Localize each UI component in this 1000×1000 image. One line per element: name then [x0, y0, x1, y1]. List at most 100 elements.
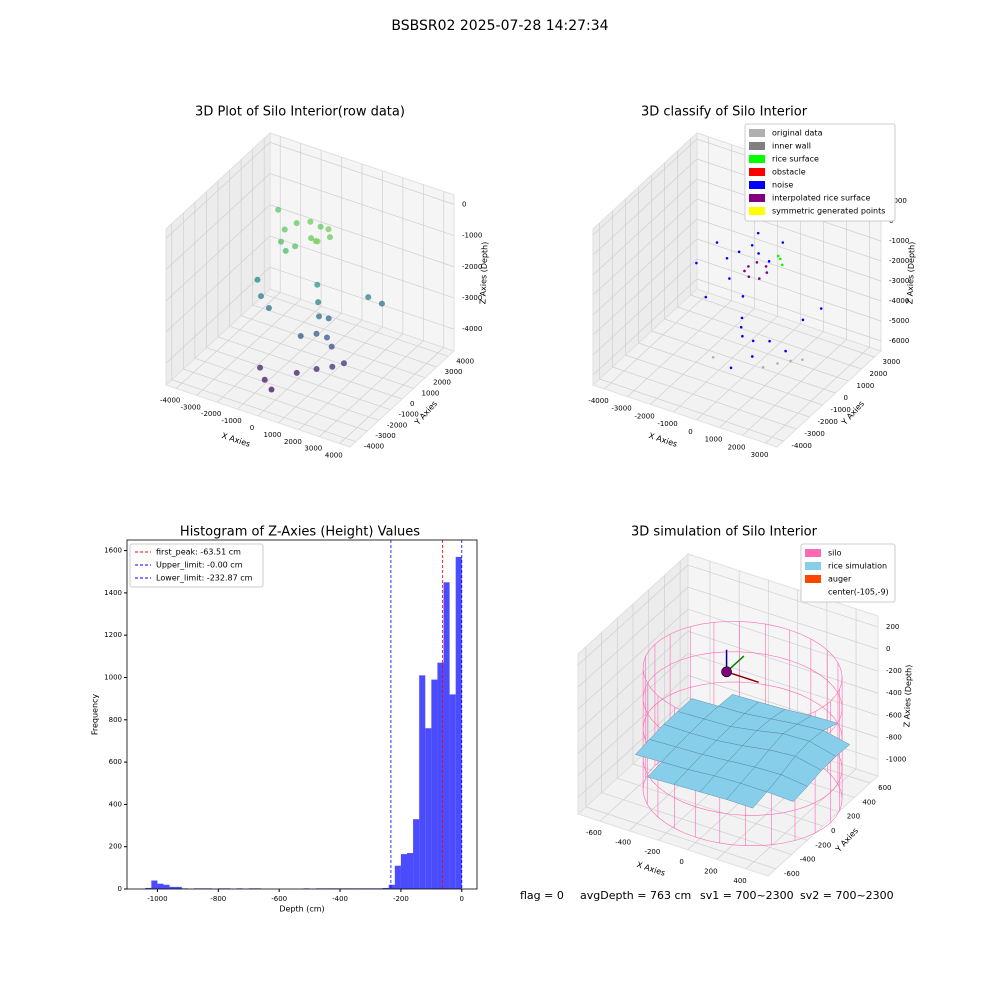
z-tick-label: -800	[886, 733, 902, 741]
bar	[455, 556, 462, 889]
grid-line	[206, 347, 391, 410]
legend-label: obstacle	[772, 168, 806, 177]
grid-line	[165, 266, 271, 364]
z-tick-label: -6000	[889, 337, 909, 345]
grid-line	[627, 300, 732, 397]
z-tick-label: -3000	[889, 277, 909, 285]
legend-swatch	[749, 194, 765, 202]
point	[340, 360, 347, 367]
point	[329, 363, 336, 370]
x-axis-label: X Axies	[636, 860, 667, 878]
bar	[400, 854, 407, 889]
x-tick-label: 1000	[705, 436, 723, 444]
bar	[419, 675, 426, 889]
grid-line	[183, 368, 368, 432]
point	[740, 316, 744, 320]
y-tick-label: -4000	[792, 442, 812, 450]
annotation: sv2 = 700~2300	[800, 889, 894, 902]
point	[789, 359, 792, 363]
y-tick-label: -600	[784, 870, 800, 878]
x-tick-label: 0	[688, 428, 692, 436]
x-tick-label: -600	[586, 829, 602, 837]
grid-line	[269, 266, 455, 330]
plot-frame	[126, 539, 478, 890]
y-tick-label: 2000	[870, 370, 888, 378]
auger-axis	[726, 671, 759, 684]
grid-line	[165, 173, 271, 270]
y-tick-label: 1000	[422, 389, 440, 397]
grid-line	[165, 204, 271, 302]
point	[741, 295, 745, 298]
y-tick-label: 0	[844, 394, 848, 402]
point	[729, 366, 733, 370]
y-tick-label: 1000	[857, 382, 875, 390]
z-tick-label: -2000	[462, 263, 482, 271]
grid-line	[687, 586, 879, 650]
grid-line	[617, 777, 808, 841]
bar	[449, 694, 456, 889]
legend-swatch	[749, 168, 765, 176]
point	[758, 277, 761, 280]
point	[767, 260, 771, 263]
z-tick-label: -1000	[886, 755, 906, 763]
x-tick-label: -600	[271, 895, 287, 903]
grid-line	[252, 304, 437, 368]
x-tick-label: -3000	[180, 403, 200, 411]
y-tick-label: 200	[109, 843, 122, 851]
point	[257, 364, 264, 371]
point	[819, 307, 823, 310]
point	[254, 276, 261, 283]
legend-box	[744, 123, 896, 222]
y-tick-label: -4000	[364, 443, 384, 451]
x-tick-label: 4000	[325, 452, 343, 460]
point	[261, 376, 268, 383]
grid-line	[687, 630, 879, 694]
legend-swatch	[805, 562, 821, 570]
point	[307, 218, 314, 225]
legend-label: original data	[772, 129, 823, 138]
grid-line	[269, 142, 455, 205]
point	[747, 265, 750, 268]
x-tick-label: -800	[210, 895, 226, 903]
z-tick-label: 200	[886, 623, 899, 631]
grid-line	[264, 294, 449, 357]
x-tick-label: -4000	[588, 397, 608, 405]
legend-swatch	[749, 129, 765, 137]
y-tick-label: -3000	[805, 430, 825, 438]
z-tick-label: -200	[886, 667, 902, 675]
bar	[169, 886, 176, 889]
y-tick-label: -1000	[398, 411, 418, 419]
grid-line	[696, 218, 882, 282]
silo-ring	[642, 742, 843, 847]
y-tick-label: 1600	[104, 547, 122, 555]
grid-line	[217, 336, 403, 400]
point	[780, 263, 784, 267]
point	[325, 226, 332, 233]
y-tick-label: 400	[109, 800, 122, 808]
grid-line	[269, 235, 455, 299]
x-tick-label: 0	[679, 858, 683, 866]
y-tick-label: 0	[118, 885, 122, 893]
grid-line	[604, 292, 709, 390]
grid-line	[165, 235, 271, 333]
y-tick-label: 4000	[456, 357, 474, 365]
y-tick-label: 2000	[433, 379, 451, 387]
grid-line	[638, 342, 823, 406]
grid-line	[612, 366, 797, 430]
grid-line	[592, 178, 698, 276]
y-tick-label: -2000	[818, 418, 838, 426]
point	[751, 355, 754, 358]
point	[715, 241, 719, 244]
y-tick-label: 600	[878, 784, 891, 792]
point	[751, 339, 755, 343]
legend-swatch	[805, 588, 821, 596]
grid-line	[165, 142, 271, 239]
bar	[407, 853, 414, 889]
grid-line	[696, 278, 882, 342]
legend-label: noise	[772, 181, 793, 190]
z-tick-label: -5000	[889, 317, 909, 325]
point	[778, 257, 782, 261]
point	[765, 271, 769, 274]
grid-line	[601, 792, 792, 855]
z-tick-label: 0	[886, 645, 890, 653]
